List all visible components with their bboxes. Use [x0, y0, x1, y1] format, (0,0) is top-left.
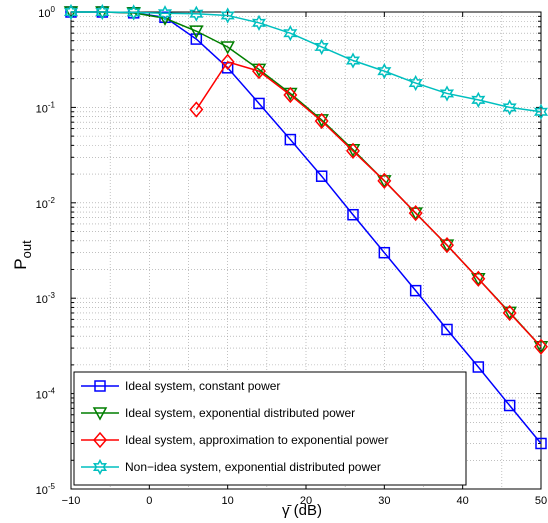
data-point [502, 99, 517, 116]
data-point [346, 142, 360, 160]
data-point [93, 431, 107, 449]
data-point [471, 272, 486, 287]
y-axis-tick-label: 10-4 [36, 387, 56, 402]
y-axis-tick-label: 10-3 [36, 291, 56, 306]
data-point [253, 97, 265, 110]
y-axis-tick-labels: 10-5 10-4 10-3 10-2 10-1 100 [36, 5, 56, 497]
series-diamond [189, 53, 548, 355]
data-point [502, 304, 517, 322]
legend-box [73, 371, 467, 486]
series-layer [63, 3, 548, 450]
data-point [126, 4, 141, 21]
legend-entry: Ideal system, approximation to exponenti… [81, 431, 388, 449]
data-point [94, 380, 106, 392]
data-point [409, 284, 422, 297]
legend-entry: Ideal system, constant power [81, 379, 280, 393]
data-point [190, 33, 203, 45]
data-point [157, 5, 173, 22]
data-point [95, 3, 110, 21]
x-axis-tick-label: 50 [535, 495, 547, 507]
x-axis-tick-label: 20 [300, 495, 312, 507]
data-point [252, 62, 266, 80]
data-point [471, 91, 486, 108]
data-point [345, 52, 361, 69]
x-axis-tick-label: 30 [378, 495, 390, 507]
data-point [347, 208, 359, 221]
data-point [92, 407, 108, 421]
legend-entry: Non−idea system, exponential distributed… [81, 458, 381, 476]
data-point [441, 323, 453, 336]
data-point [283, 25, 298, 42]
data-point [251, 14, 267, 31]
data-point [377, 175, 392, 189]
legend-label: Ideal system, approximation to exponenti… [125, 433, 388, 447]
data-point [472, 361, 485, 373]
y-axis-label-main: P [11, 258, 30, 269]
y-axis-label-subscript: out [19, 240, 34, 258]
series-line [71, 11, 542, 113]
legend-label: Ideal system, constant power [125, 379, 280, 393]
data-point [408, 204, 423, 222]
legend: Ideal system, constant power Ideal system… [73, 371, 467, 486]
data-point [535, 437, 547, 450]
x-axis-tick-label: 0 [146, 495, 152, 507]
x-axis-tick-labels: −10 0 10 20 30 40 50 [62, 495, 547, 507]
data-point [220, 7, 235, 24]
data-point [503, 399, 516, 412]
y-axis-tick-label: 100 [38, 5, 55, 20]
data-point [63, 3, 79, 21]
data-point [439, 239, 455, 253]
data-point [92, 458, 108, 476]
x-axis-tick-label: 40 [457, 495, 469, 507]
legend-label: Ideal system, exponential distributed po… [125, 406, 355, 420]
y-axis-tick-label: 10-5 [36, 482, 56, 497]
data-point [408, 207, 423, 221]
data-point [440, 236, 454, 254]
x-axis-label: γ̄ (dB) [282, 502, 322, 519]
y-axis-tick-label: 10-1 [36, 100, 56, 115]
data-point [314, 38, 329, 56]
data-point [534, 338, 548, 355]
data-point [284, 133, 297, 146]
data-point [126, 7, 141, 21]
y-axis-tick-label: 10-2 [36, 196, 56, 211]
data-point [378, 246, 391, 259]
x-axis-tick-label: −10 [62, 495, 81, 507]
data-point [189, 5, 204, 22]
data-point [502, 306, 517, 320]
data-point [533, 340, 548, 355]
data-point [377, 63, 392, 80]
data-point [533, 103, 548, 120]
data-point [189, 101, 204, 118]
data-point [408, 74, 423, 92]
data-point [220, 41, 235, 55]
data-point [314, 112, 329, 130]
data-point [439, 85, 455, 102]
y-axis-label: Pout [11, 240, 34, 270]
legend-label: Non−idea system, exponential distributed… [125, 460, 381, 474]
data-point [189, 25, 204, 39]
data-point [471, 270, 486, 287]
data-point [315, 170, 328, 182]
series-hexagram [63, 3, 548, 120]
data-point [377, 172, 392, 189]
x-axis-tick-label: 10 [222, 495, 234, 507]
legend-entry: Ideal system, exponential distributed po… [81, 406, 355, 421]
data-point [283, 86, 298, 104]
data-point [220, 53, 235, 71]
